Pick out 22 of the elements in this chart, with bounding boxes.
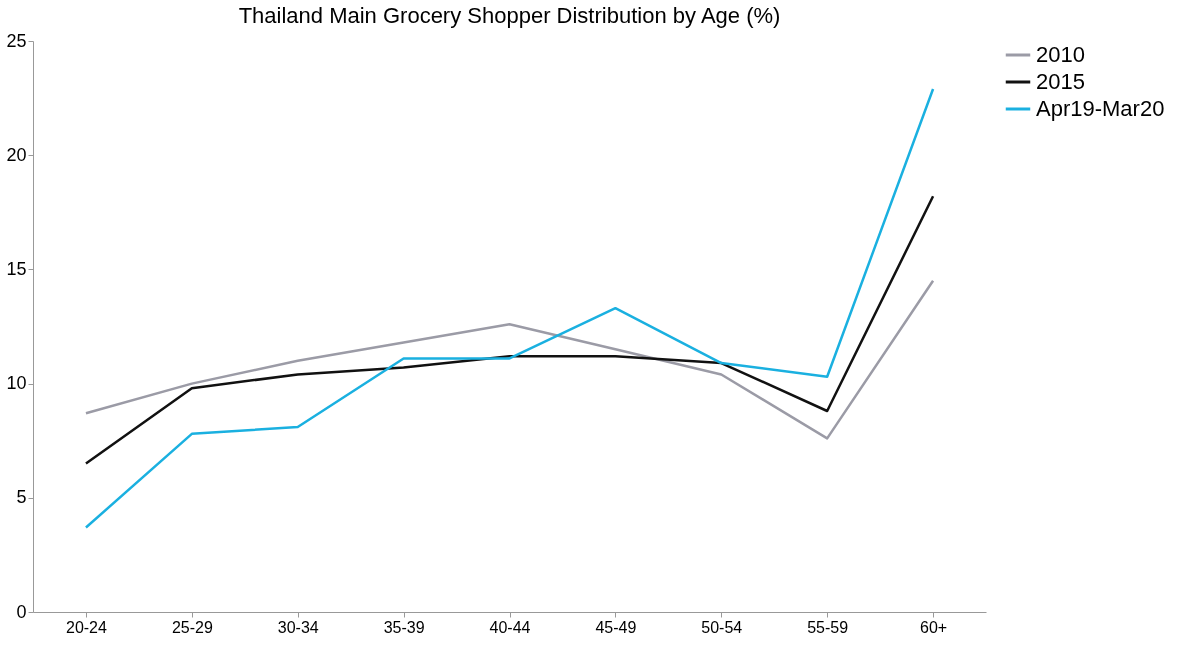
x-tick-label: 20-24: [65, 618, 108, 636]
legend-label: Apr19-Mar20: [1036, 96, 1165, 121]
line-series: [84, 279, 935, 440]
line-series: [84, 195, 935, 465]
x-tick-label: 35-39: [383, 618, 425, 636]
y-tick-label: 20: [6, 144, 27, 165]
y-tick-label: 5: [16, 487, 27, 508]
y-tick-label: 15: [6, 258, 27, 279]
x-tick-label: 45-49: [595, 618, 637, 636]
y-tick-label: 0: [16, 601, 27, 622]
y-tick-label: 10: [6, 373, 27, 394]
line-series: [84, 87, 935, 529]
chart-title: Thailand Main Grocery Shopper Distribution by Age (%): [238, 3, 781, 28]
y-tick-label: 25: [6, 30, 27, 51]
legend-label: 2015: [1036, 69, 1085, 94]
x-tick-label: 60+: [919, 618, 948, 636]
x-tick-label: 50-54: [701, 618, 743, 636]
x-tick-label: 25-29: [171, 618, 213, 636]
legend-label: 2010: [1036, 42, 1085, 67]
x-tick-label: 30-34: [277, 618, 319, 636]
x-tick-label: 55-59: [807, 618, 849, 636]
x-tick-label: 40-44: [489, 618, 531, 636]
